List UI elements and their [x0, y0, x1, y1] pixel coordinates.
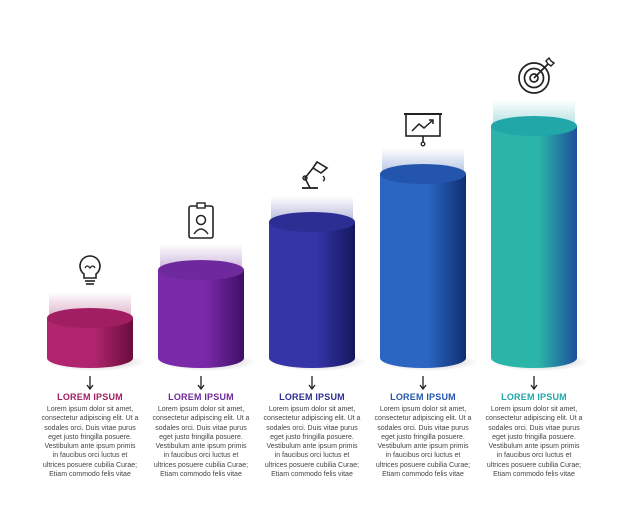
lightbulb-icon: [79, 255, 101, 285]
cylinder-body: [380, 174, 466, 368]
down-arrow-icon: [419, 376, 427, 390]
step-description: Lorem ipsum dolor sit amet, consectetur …: [374, 406, 472, 479]
step-title: LOREM IPSUM: [168, 392, 234, 402]
cylinder-top: [491, 116, 577, 136]
cylinder-body: [158, 270, 244, 368]
step-4: LOREM IPSUM Lorem ipsum dolor sit amet, c…: [368, 0, 478, 521]
step-1: LOREM IPSUM Lorem ipsum dolor sit amet, c…: [35, 0, 145, 521]
step-description: Lorem ipsum dolor sit amet, consectetur …: [263, 406, 361, 479]
desk-lamp-icon: [302, 160, 329, 189]
step-title: LOREM IPSUM: [57, 392, 123, 402]
presentation-board-icon: [404, 113, 442, 147]
step-description: Lorem ipsum dolor sit amet, consectetur …: [485, 406, 583, 479]
cylinder-graphic: [47, 255, 145, 371]
down-arrow-icon: [86, 376, 94, 390]
cylinder-top: [380, 164, 466, 184]
cylinder-top: [158, 260, 244, 280]
cylinder-body: [269, 222, 355, 368]
step-description: Lorem ipsum dolor sit amet, consectetur …: [152, 406, 250, 479]
down-arrow-icon: [308, 376, 316, 390]
target-icon: [518, 56, 556, 94]
cylinder-top: [269, 212, 355, 232]
cylinder-top: [47, 308, 133, 328]
step-3: LOREM IPSUM Lorem ipsum dolor sit amet, c…: [257, 0, 367, 521]
step-title: LOREM IPSUM: [390, 392, 456, 402]
step-title: LOREM IPSUM: [501, 392, 567, 402]
cylinder-body: [47, 318, 133, 368]
cylinder-body: [491, 126, 577, 368]
cylinder-graphic: [158, 202, 256, 371]
step-title: LOREM IPSUM: [279, 392, 345, 402]
id-badge-icon: [188, 202, 214, 239]
step-description: Lorem ipsum dolor sit amet, consectetur …: [41, 406, 139, 479]
down-arrow-icon: [197, 376, 205, 390]
down-arrow-icon: [530, 376, 538, 390]
cylinder-graphic: [491, 56, 589, 371]
step-5: LOREM IPSUM Lorem ipsum dolor sit amet, c…: [479, 0, 589, 521]
cylinder-graphic: [269, 160, 367, 371]
cylinder-graphic: [380, 113, 478, 371]
step-2: LOREM IPSUM Lorem ipsum dolor sit amet, c…: [146, 0, 256, 521]
